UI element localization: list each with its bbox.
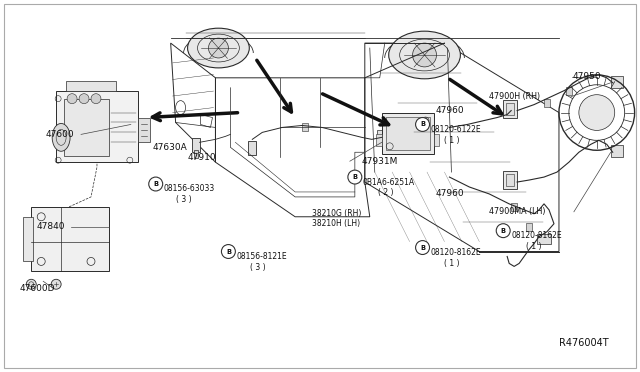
Bar	[611, 76, 623, 88]
Circle shape	[26, 279, 36, 289]
Bar	[64, 99, 109, 156]
Bar	[66, 81, 116, 91]
Text: ( 3 ): ( 3 )	[175, 195, 191, 204]
Circle shape	[415, 118, 429, 131]
Bar	[377, 131, 388, 144]
Bar	[611, 145, 623, 157]
Text: 47950: 47950	[573, 72, 602, 81]
Circle shape	[579, 95, 614, 131]
Text: 08156-63033: 08156-63033	[164, 185, 215, 193]
Circle shape	[79, 94, 89, 104]
Bar	[248, 141, 256, 155]
Bar	[503, 100, 517, 118]
Text: 08156-8121E: 08156-8121E	[236, 252, 287, 261]
Bar	[31, 207, 109, 271]
Circle shape	[209, 38, 228, 58]
Bar	[511, 203, 517, 211]
Text: ( 3 ): ( 3 )	[250, 263, 266, 272]
Text: 47931M: 47931M	[362, 157, 398, 166]
Text: 0B1A6-6251A: 0B1A6-6251A	[363, 177, 415, 186]
Bar	[544, 99, 550, 107]
Bar	[56, 91, 138, 162]
Circle shape	[413, 43, 436, 67]
FancyArrowPatch shape	[257, 60, 291, 112]
Ellipse shape	[52, 124, 70, 151]
Bar	[193, 150, 198, 158]
Bar	[386, 116, 429, 150]
Text: R476004T: R476004T	[559, 338, 609, 348]
Text: ( 1 ): ( 1 )	[444, 136, 460, 145]
Text: 47840: 47840	[36, 222, 65, 231]
Bar	[566, 87, 572, 95]
Bar	[381, 113, 433, 154]
Text: B: B	[420, 122, 425, 128]
Circle shape	[496, 224, 510, 238]
Bar	[506, 174, 514, 186]
Circle shape	[415, 241, 429, 254]
Text: ( 1 ): ( 1 )	[526, 242, 541, 251]
Bar	[433, 134, 440, 146]
Text: B: B	[153, 181, 158, 187]
Bar	[191, 138, 200, 152]
Bar	[506, 103, 514, 115]
Circle shape	[148, 177, 163, 191]
Text: 47960: 47960	[435, 106, 464, 115]
Text: ( 2 ): ( 2 )	[378, 189, 393, 198]
Bar	[503, 171, 517, 189]
Text: B: B	[226, 248, 231, 254]
Text: ( 1 ): ( 1 )	[444, 259, 460, 268]
Circle shape	[348, 170, 362, 184]
Circle shape	[67, 94, 77, 104]
FancyArrowPatch shape	[450, 79, 502, 114]
Ellipse shape	[188, 28, 250, 68]
Text: 47900H (RH): 47900H (RH)	[489, 92, 540, 101]
Bar	[23, 217, 33, 262]
Bar	[138, 118, 150, 142]
Text: 08120-8162E: 08120-8162E	[431, 248, 481, 257]
Text: 47960: 47960	[435, 189, 464, 198]
Circle shape	[91, 94, 101, 104]
Text: 08120-6122E: 08120-6122E	[431, 125, 481, 134]
Text: 38210G (RH): 38210G (RH)	[312, 209, 362, 218]
Circle shape	[51, 279, 61, 289]
Text: B: B	[420, 244, 425, 250]
FancyArrowPatch shape	[152, 113, 237, 121]
Text: 47630A: 47630A	[153, 143, 188, 152]
Bar	[526, 223, 532, 231]
Circle shape	[221, 244, 236, 259]
Text: 38210H (LH): 38210H (LH)	[312, 219, 360, 228]
FancyArrowPatch shape	[323, 94, 388, 125]
Text: 47910: 47910	[188, 153, 216, 162]
Bar	[537, 234, 551, 244]
Text: B: B	[353, 174, 357, 180]
Bar	[302, 124, 308, 131]
Text: 47600D: 47600D	[19, 284, 55, 293]
Text: 47600: 47600	[45, 130, 74, 139]
Text: 47900MA (LH): 47900MA (LH)	[489, 207, 546, 216]
Text: B: B	[500, 228, 506, 234]
Bar	[376, 134, 381, 146]
Ellipse shape	[388, 31, 460, 79]
Text: 08120-8162E: 08120-8162E	[511, 231, 562, 240]
